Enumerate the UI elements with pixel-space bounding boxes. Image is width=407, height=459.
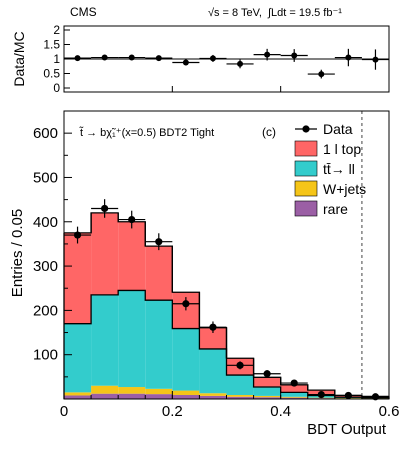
- data-point: [209, 323, 217, 331]
- data-point: [236, 361, 244, 369]
- bar-w-jets: [280, 396, 308, 398]
- ratio-point: [209, 55, 216, 62]
- energy-label: √s = 8 TeV,: [208, 7, 262, 19]
- bar-rare: [172, 395, 200, 399]
- ratio-point: [291, 52, 298, 59]
- data-point: [73, 231, 82, 239]
- bar-tt-ll: [199, 348, 227, 394]
- ratio-y-axis-label: Data/MC: [11, 31, 27, 86]
- legend-label: tt̄→ ll: [323, 161, 355, 177]
- ratio-y-tick-label: 2: [53, 23, 60, 37]
- ratio-y-tick-label: 0.5: [43, 67, 60, 81]
- legend-swatch: [294, 180, 318, 197]
- bar-rare: [64, 395, 92, 399]
- y-tick-label: 200: [33, 302, 58, 319]
- bar-tt-ll: [253, 387, 281, 396]
- data-point: [128, 215, 136, 224]
- bar-tt-ll: [91, 294, 119, 386]
- ratio-point: [128, 54, 135, 61]
- x-tick-label: 0.6: [379, 403, 400, 420]
- bar-w-jets: [145, 388, 173, 395]
- bar-tt-ll: [280, 392, 308, 397]
- ratio-panel: Data/MC 00.511.52: [11, 23, 390, 95]
- lumi-label: ∫Ldt = 19.5 fb⁻¹: [267, 7, 342, 19]
- legend-data-marker: [302, 125, 310, 133]
- bar-1-l-top: [64, 232, 92, 324]
- legend-label: rare: [323, 201, 348, 217]
- bar-w-jets: [253, 395, 281, 398]
- experiment-label: CMS: [70, 5, 97, 19]
- ratio-y-tick-label: 0: [53, 81, 60, 95]
- legend-swatch: [294, 140, 318, 157]
- ratio-y-tick-label: 1.5: [43, 38, 60, 52]
- y-tick-label: 500: [33, 169, 58, 186]
- legend-label: W+jets: [323, 181, 366, 197]
- bar-w-jets: [199, 393, 227, 396]
- ratio-point: [101, 54, 108, 61]
- y-tick-label: 400: [33, 214, 58, 231]
- legend-label: Data: [323, 121, 353, 137]
- bar-rare: [118, 393, 146, 399]
- ratio-point: [155, 55, 162, 62]
- bar-1-l-top: [253, 377, 281, 388]
- x-tick-label: 0.2: [162, 403, 183, 420]
- bar-w-jets: [64, 392, 92, 396]
- bar-tt-ll: [172, 328, 200, 391]
- y-tick-label: 600: [33, 125, 58, 142]
- ratio-point: [372, 56, 379, 63]
- ratio-point: [74, 55, 81, 62]
- x-tick-label: 0.4: [270, 403, 291, 420]
- bar-1-l-top: [199, 327, 227, 349]
- bar-rare: [199, 395, 227, 399]
- y-tick-label: 100: [33, 347, 58, 364]
- ratio-point: [237, 60, 244, 67]
- bar-w-jets: [226, 395, 254, 397]
- y-tick-label: 300: [33, 258, 58, 275]
- bar-rare: [91, 393, 119, 399]
- bar-1-l-top: [280, 384, 308, 393]
- ratio-y-tick-label: 1: [53, 52, 60, 66]
- ratio-point: [345, 54, 352, 61]
- bar-1-l-top: [145, 246, 173, 301]
- data-point: [317, 390, 325, 399]
- data-point: [263, 370, 271, 378]
- bar-rare: [280, 397, 308, 399]
- bar-rare: [253, 397, 281, 399]
- bar-w-jets: [118, 387, 146, 394]
- panel-label: (c): [262, 125, 276, 139]
- legend: Data 1 l top tt̄→ ll W+jets rare: [294, 121, 366, 217]
- bar-tt-ll: [64, 323, 92, 393]
- bar-rare: [226, 396, 254, 399]
- data-point: [155, 238, 163, 246]
- main-panel: 100 200 300 400 500 600 0 0.2 0.4 0.6 t̃ → bχ̃₁⁺(…: [9, 110, 400, 438]
- bar-tt-ll: [118, 290, 146, 388]
- data-point: [101, 204, 109, 213]
- ratio-point: [264, 51, 271, 58]
- bar-w-jets: [172, 390, 200, 396]
- legend-swatch: [294, 160, 318, 177]
- legend-swatch: [294, 200, 318, 217]
- data-point: [344, 391, 352, 400]
- bar-1-l-top: [118, 221, 146, 291]
- main-y-axis-label: Entries / 0.05: [9, 209, 26, 297]
- data-point: [182, 300, 190, 308]
- x-axis-label: BDT Output: [307, 421, 387, 438]
- ratio-point: [318, 71, 325, 78]
- bar-tt-ll: [145, 300, 173, 389]
- bar-tt-ll: [226, 375, 254, 396]
- legend-label: 1 l top: [323, 141, 361, 157]
- ratio-point: [182, 59, 189, 66]
- bar-rare: [145, 394, 173, 399]
- bar-w-jets: [91, 385, 119, 394]
- data-point: [290, 379, 298, 387]
- x-tick-label: 0: [60, 403, 68, 420]
- annotation-label: t̃ → bχ̃₁⁺(x=0.5) BDT2 Tight: [79, 126, 215, 139]
- bar-1-l-top: [91, 212, 119, 295]
